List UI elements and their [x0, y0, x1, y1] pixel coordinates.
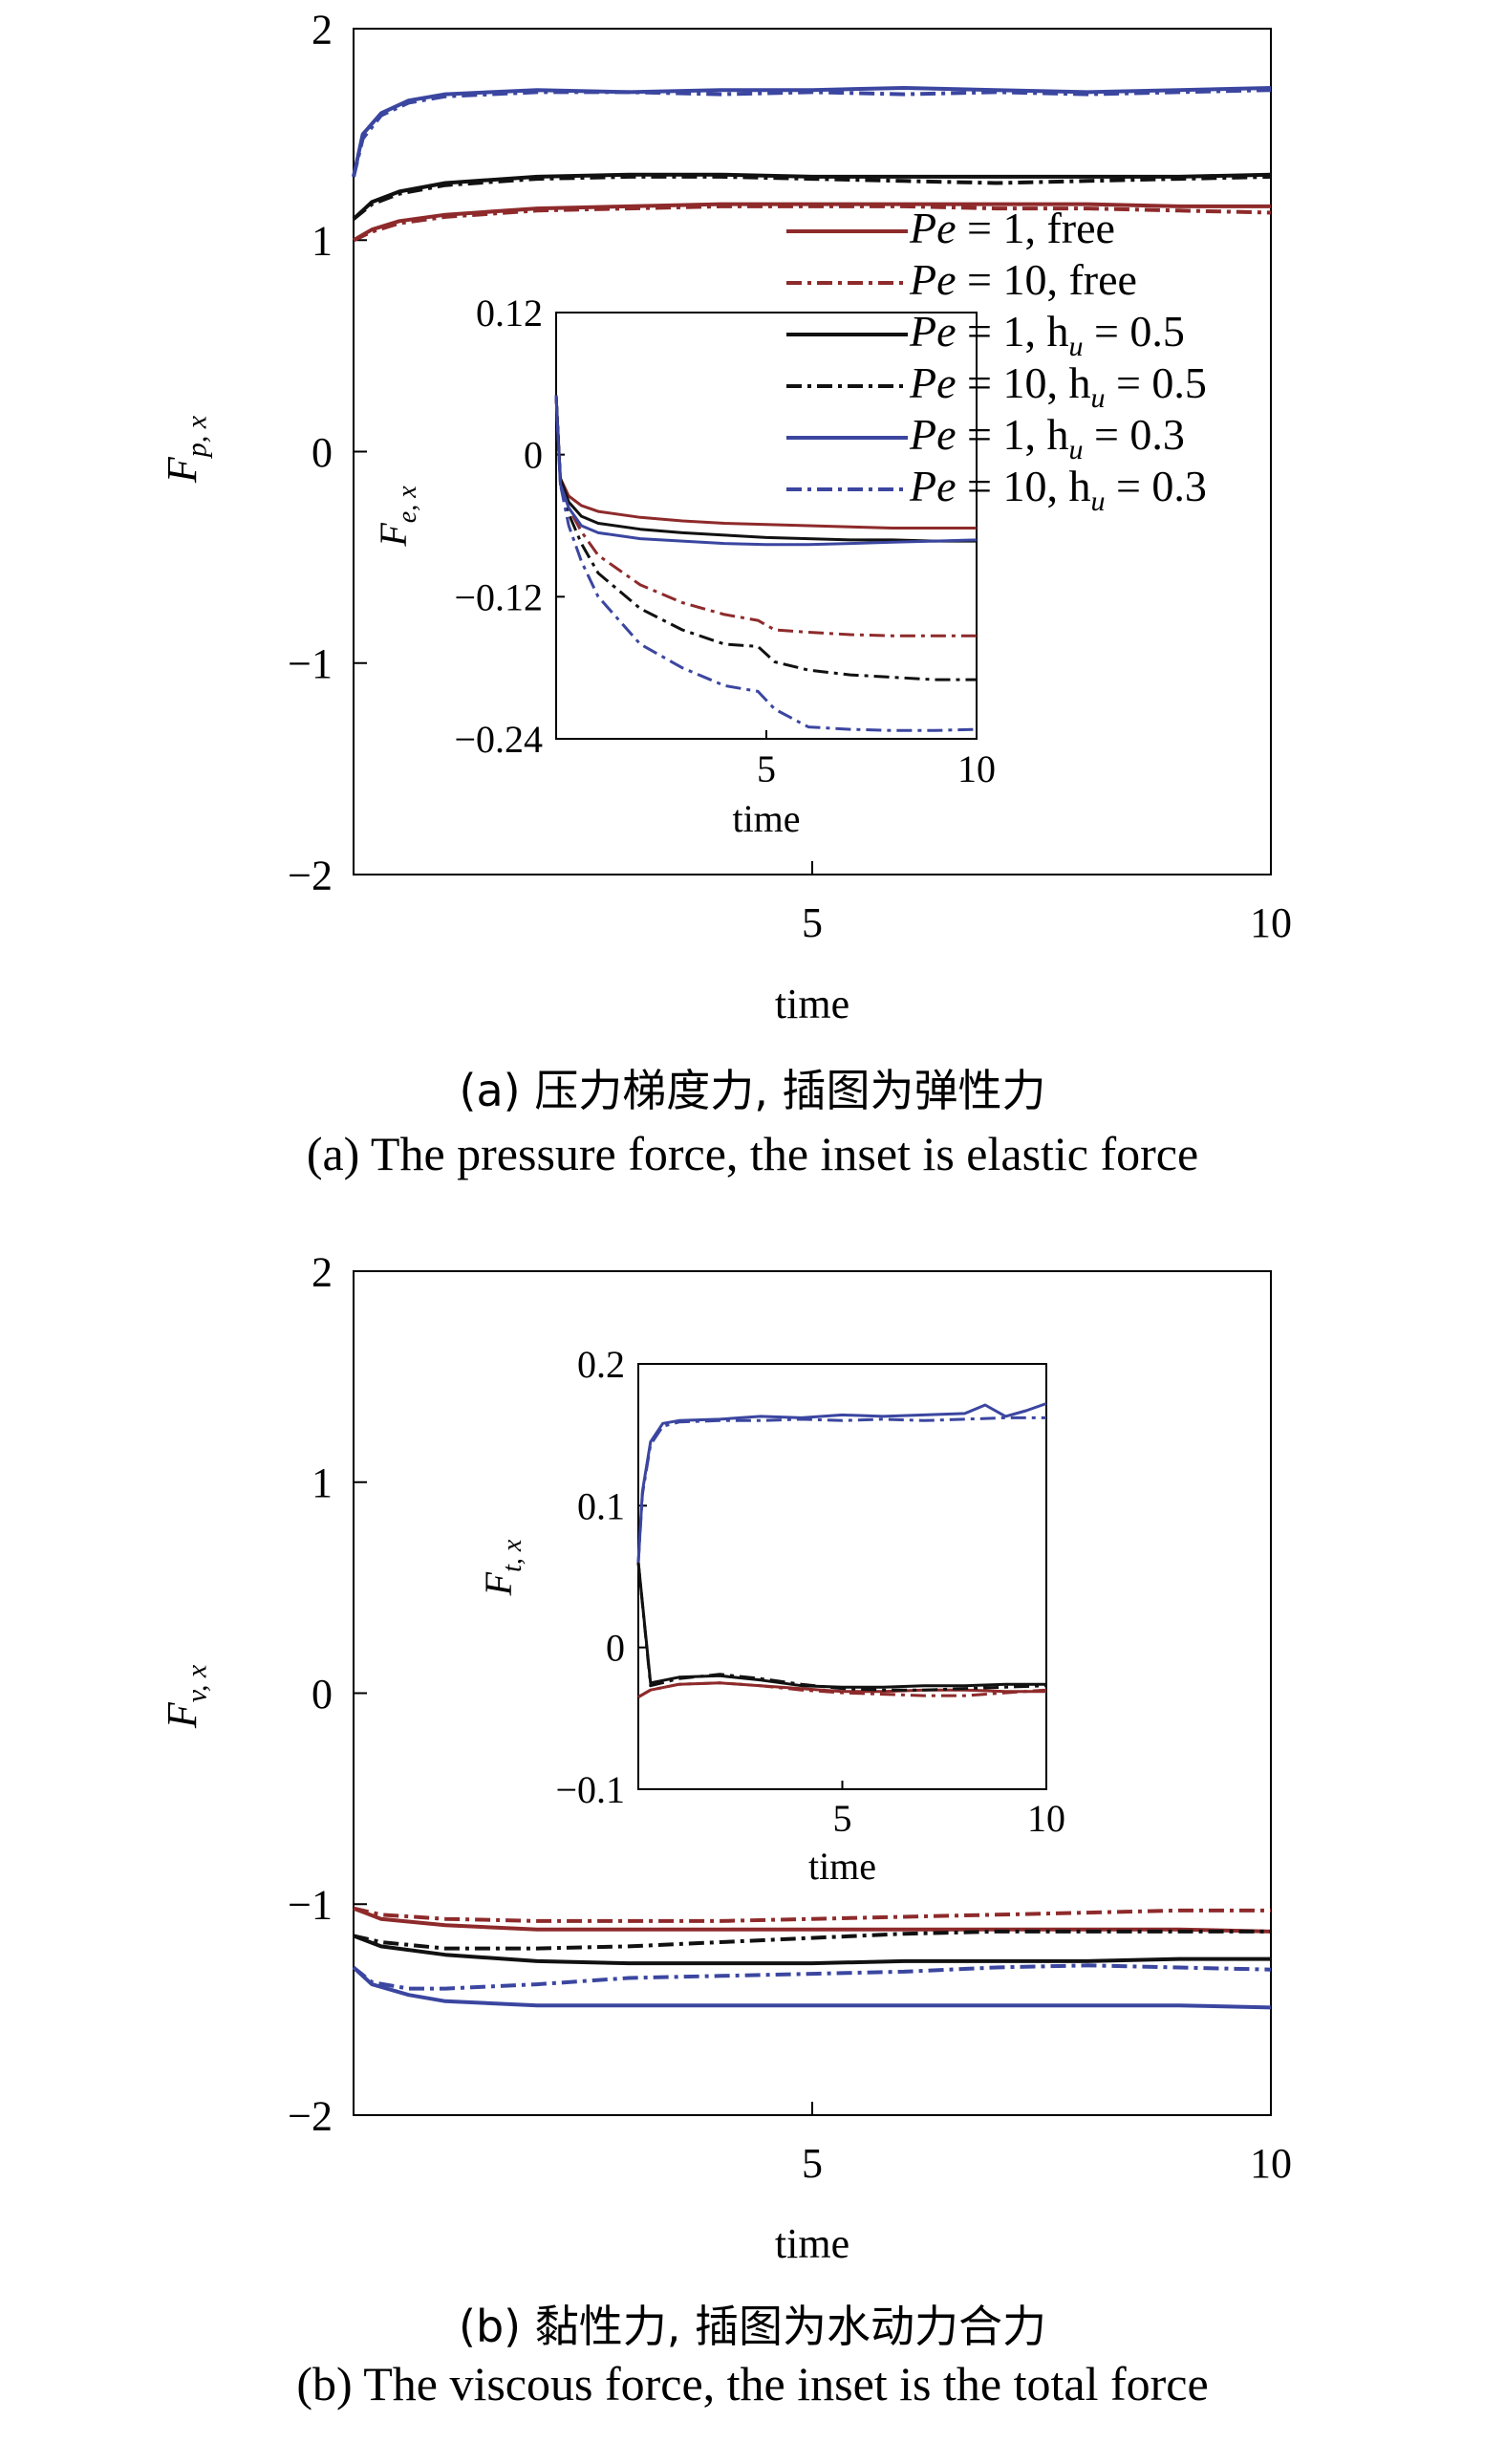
a-main-y-tick-label: −2 — [288, 852, 333, 898]
b-main-y-tick-label: 2 — [312, 1248, 333, 1295]
b-inset-plot-frame — [637, 1363, 1047, 1790]
a-main-series-line — [352, 172, 1272, 221]
legend-entry: Pe = 1, hu = 0.3 — [909, 410, 1185, 465]
b-inset-y-tick-label: 0.1 — [577, 1484, 625, 1527]
a-inset-x-tick-label: 10 — [957, 747, 996, 790]
b-inset-x-tick-label: 10 — [1027, 1797, 1065, 1840]
a-inset-x-tick-label: 5 — [757, 747, 776, 790]
a-inset-y-tick-label: 0 — [524, 434, 543, 477]
a-main-x-axis-label: time — [775, 981, 849, 1027]
caption-b-chinese: (b) 黏性力, 插图为水动力合力 — [459, 2301, 1046, 2352]
a-inset-series-line — [554, 395, 977, 543]
b-main-x-tick-label: 10 — [1250, 2140, 1292, 2187]
b-main-x-axis-label: time — [775, 2220, 849, 2267]
a-inset-series-line — [554, 395, 978, 547]
b-main-y-tick-label: 1 — [312, 1459, 333, 1506]
b-main-series-line — [353, 1934, 1271, 1966]
b-inset-y-tick-label: −0.1 — [555, 1768, 625, 1811]
a-inset-series-line — [554, 395, 977, 681]
a-main-y-axis-label: Fp, x — [159, 415, 213, 484]
b-inset-y-tick-label: 0.2 — [577, 1343, 625, 1386]
b-main-series-line — [352, 1966, 1272, 2010]
b-main-y-tick-label: −1 — [288, 1882, 333, 1929]
a-main-x-tick-label: 5 — [802, 899, 823, 946]
caption-a-chinese: (a) 压力梯度力, 插图为弹性力 — [459, 1065, 1046, 1116]
a-inset-series-line — [554, 395, 977, 530]
a-main-x-tick-label: 10 — [1250, 899, 1292, 946]
b-main-y-tick-label: 0 — [312, 1671, 333, 1718]
caption-b-english: (b) The viscous force, the inset is the … — [296, 2357, 1209, 2410]
b-main-y-tick-label: −2 — [288, 2092, 333, 2139]
legend-entry: Pe = 10, hu = 0.3 — [909, 462, 1207, 517]
legend-entry: Pe = 10, free — [909, 255, 1137, 304]
b-inset-x-axis-label: time — [808, 1845, 876, 1888]
b-main-x-tick-label: 5 — [802, 2140, 823, 2187]
a-inset-series-line — [554, 395, 978, 732]
legend-entry: Pe = 10, hu = 0.5 — [909, 358, 1207, 414]
b-inset-x-tick-label: 5 — [833, 1797, 852, 1840]
a-inset-y-tick-label: 0.12 — [476, 292, 543, 335]
a-inset-y-tick-label: −0.12 — [454, 575, 543, 618]
a-main-series-line — [353, 204, 1272, 243]
a-inset-y-tick-label: −0.24 — [454, 718, 543, 761]
a-main-series-line — [352, 88, 1272, 178]
a-main-y-tick-label: 1 — [312, 218, 333, 265]
b-inset-series-line — [636, 1562, 1047, 1692]
b-inset-series-line — [636, 1416, 1046, 1563]
b-main-y-axis-label: Fv, x — [159, 1664, 213, 1729]
a-main-y-tick-label: −1 — [288, 640, 333, 687]
a-main-series-line — [352, 174, 1272, 221]
a-main-series-line — [352, 202, 1271, 243]
b-inset-y-tick-label: 0 — [606, 1627, 625, 1670]
a-inset-x-axis-label: time — [732, 797, 800, 840]
caption-a-english: (a) The pressure force, the inset is ela… — [306, 1127, 1199, 1180]
b-main-series-line — [352, 1963, 1272, 1991]
b-inset-series-line — [636, 1402, 1047, 1563]
b-inset-series-line — [637, 1681, 1047, 1698]
b-main-series-line — [353, 1906, 1272, 1934]
a-main-y-tick-label: 0 — [312, 429, 333, 476]
legend-entry: Pe = 1, hu = 0.5 — [909, 307, 1185, 362]
a-main-y-tick-label: 2 — [312, 6, 333, 53]
legend-entry: Pe = 1, free — [909, 204, 1115, 252]
